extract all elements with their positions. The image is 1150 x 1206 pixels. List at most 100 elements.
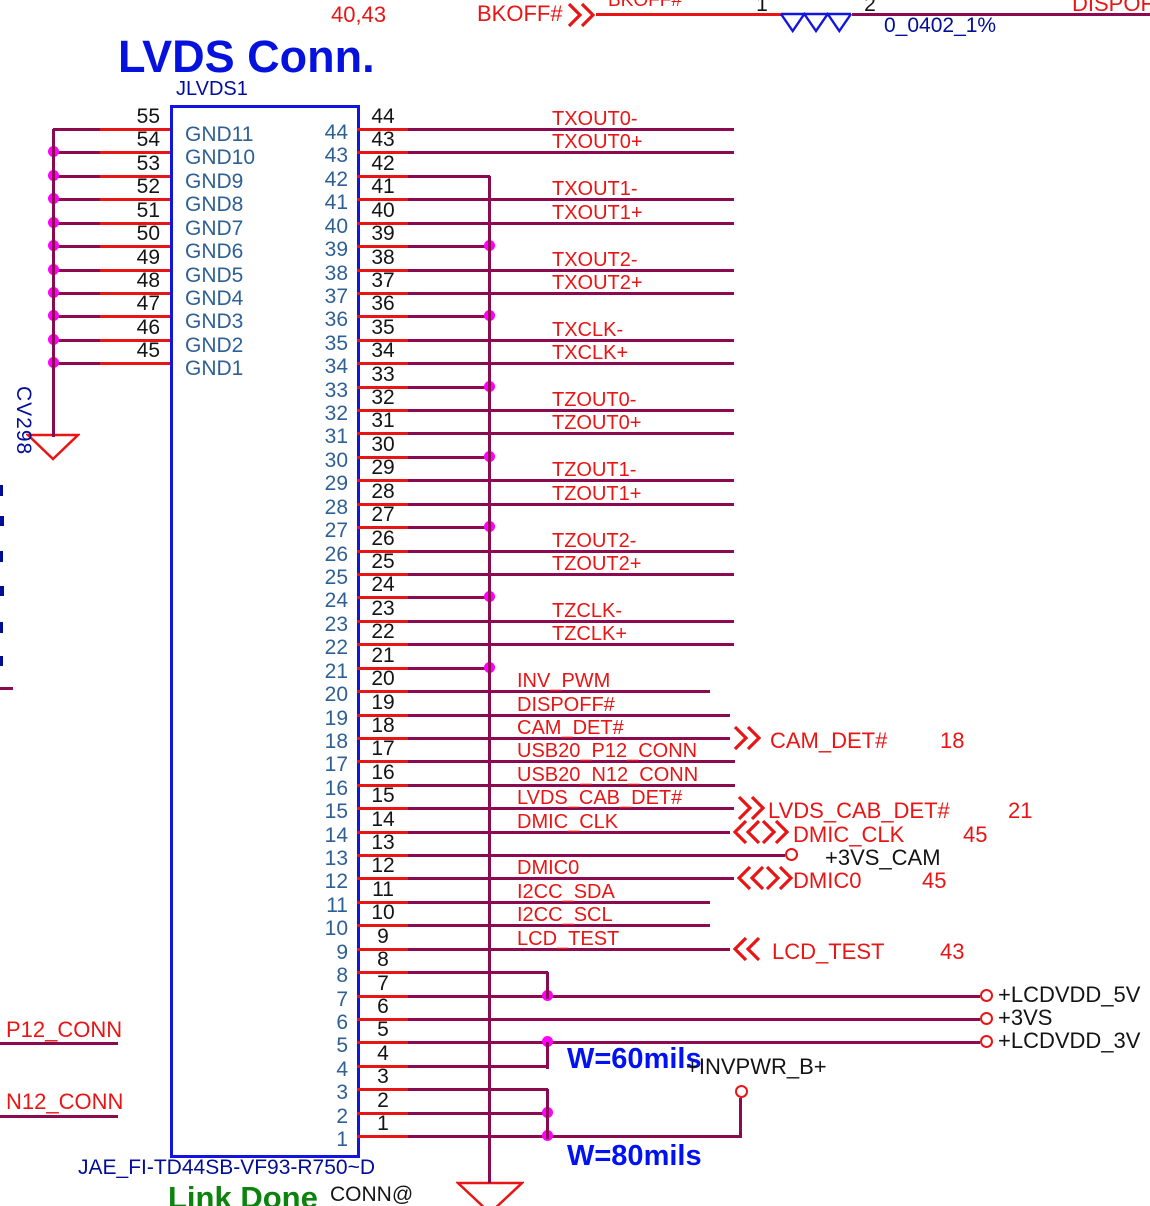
offpage-page-ref[interactable]: 18 (940, 728, 965, 753)
pin-number-inside: 34 (324, 355, 348, 378)
pin-stub (100, 128, 170, 131)
offpage-page-ref[interactable]: 21 (1008, 798, 1033, 823)
pin-number: 52 (136, 175, 160, 198)
pin-stub (357, 596, 408, 599)
pin-number: 44 (371, 105, 395, 128)
pin-stub (357, 901, 408, 904)
net-label: TZCLK+ (552, 623, 628, 645)
pin-number-inside: 27 (324, 519, 348, 542)
gnd-bus-branch-wire (53, 151, 100, 154)
resistor-pin2-number: 2 (864, 0, 876, 16)
pin-number-inside: 31 (324, 425, 348, 448)
signal-wire (408, 432, 734, 435)
pin-stub (357, 432, 408, 435)
signal-wire (408, 339, 734, 342)
offpage-page-ref[interactable]: 43 (940, 939, 965, 964)
pin-number-inside: 32 (324, 402, 348, 425)
pin-number: 6 (377, 995, 389, 1018)
pin-number-inside: 24 (324, 589, 348, 612)
clipped-text-fragment (0, 586, 4, 596)
pin-number: 26 (371, 527, 395, 550)
pin-number: 42 (371, 152, 395, 175)
pin-number-inside: 7 (336, 988, 348, 1011)
pin-number-inside: 28 (324, 496, 348, 519)
net-label: TXOUT0+ (552, 131, 643, 153)
pin-stub (100, 362, 170, 365)
pin-number-inside: 40 (324, 215, 348, 238)
net-label: TXCLK+ (552, 342, 629, 364)
net-label: TZOUT0+ (552, 412, 642, 434)
pin-number: 16 (371, 761, 395, 784)
pin-stub (357, 690, 408, 693)
signal-wire (408, 222, 734, 225)
clipped-text-fragment (0, 485, 3, 496)
signal-wire (408, 643, 734, 646)
pin-number-inside: 23 (324, 613, 348, 636)
offpage-pages-ref[interactable]: 40,43 (331, 2, 387, 27)
signal-wire (408, 714, 730, 717)
offpage-page-ref[interactable]: 45 (963, 822, 988, 847)
pin-number: 31 (371, 409, 395, 432)
signal-wire (408, 479, 734, 482)
net-label: CAM_DET# (517, 717, 624, 739)
pin-number: 32 (371, 386, 395, 409)
offpage-net-name[interactable]: LCD_TEST (772, 939, 885, 964)
signal-wire (408, 503, 734, 506)
net-label-bkoff: BKOFF# (608, 0, 682, 11)
pin-number-inside: 39 (324, 238, 348, 261)
gnd-bus-branch-wire (53, 175, 100, 178)
offpage-page-ref[interactable]: 45 (922, 868, 947, 893)
pin-stub (357, 1135, 408, 1138)
pin-number: 8 (377, 948, 389, 971)
pin-number-inside: 12 (324, 870, 348, 893)
pin-number-inside: 15 (324, 800, 348, 823)
pin-number-inside: 14 (324, 824, 348, 847)
pin-stub (100, 339, 170, 342)
pin-number-inside: 43 (324, 144, 348, 167)
signal-wire (408, 573, 734, 576)
pin-stub (357, 362, 408, 365)
pin-stub (100, 222, 170, 225)
signal-wire (408, 292, 734, 295)
offpage-net-name[interactable]: DMIC_CLK (793, 822, 905, 847)
pin-stub (357, 269, 408, 272)
pin-number-inside: 17 (324, 753, 348, 776)
offpage-chevron-right-icon (736, 795, 766, 826)
pin-gnd-label: GND1 (185, 357, 244, 380)
pin-stub (357, 667, 408, 670)
pin-stub (357, 995, 408, 998)
offpage-net-name[interactable]: LVDS_CAB_DET# (768, 798, 950, 823)
pin-stub (357, 971, 408, 974)
pin-number: 7 (377, 972, 389, 995)
net-label-dispoff-top: DISPOFF# (1072, 0, 1150, 16)
power-net-label: +INVPWR_B+ (686, 1054, 827, 1079)
gnd-bus-branch-wire (53, 339, 100, 342)
net-label: I2CC_SDA (517, 881, 615, 903)
net-label: DMIC0 (517, 857, 580, 879)
pin-stub (100, 292, 170, 295)
gnd-bus-branch-wire (53, 128, 100, 131)
pin-stub (357, 198, 408, 201)
connector-body (170, 105, 360, 1158)
net-label: TZCLK- (552, 600, 622, 622)
net-label: USB20_N12_CONN (517, 764, 699, 786)
pin-number: 53 (136, 152, 160, 175)
pin-stub (357, 948, 408, 951)
offpage-net-bkoff[interactable]: BKOFF# (477, 1, 563, 26)
signal-wire (408, 620, 734, 623)
signal-wire (408, 175, 490, 178)
pin-stub (357, 456, 408, 459)
net-label: DISPOFF# (517, 694, 615, 716)
offpage-chevron-right-icon (764, 865, 794, 896)
net-label: TXOUT2- (552, 249, 638, 271)
offpage-net-name[interactable]: DMIC0 (793, 868, 862, 893)
gnd-bus-branch-wire (53, 315, 100, 318)
pin-number: 38 (371, 246, 395, 269)
pin-number: 27 (371, 503, 395, 526)
pin-number: 21 (371, 644, 395, 667)
pin-number: 19 (371, 691, 395, 714)
offpage-net-name[interactable]: CAM_DET# (770, 728, 888, 753)
pin-number: 41 (371, 175, 395, 198)
gnd-bus-branch-wire (53, 222, 100, 225)
offpage-chevron-right-icon (760, 819, 790, 850)
